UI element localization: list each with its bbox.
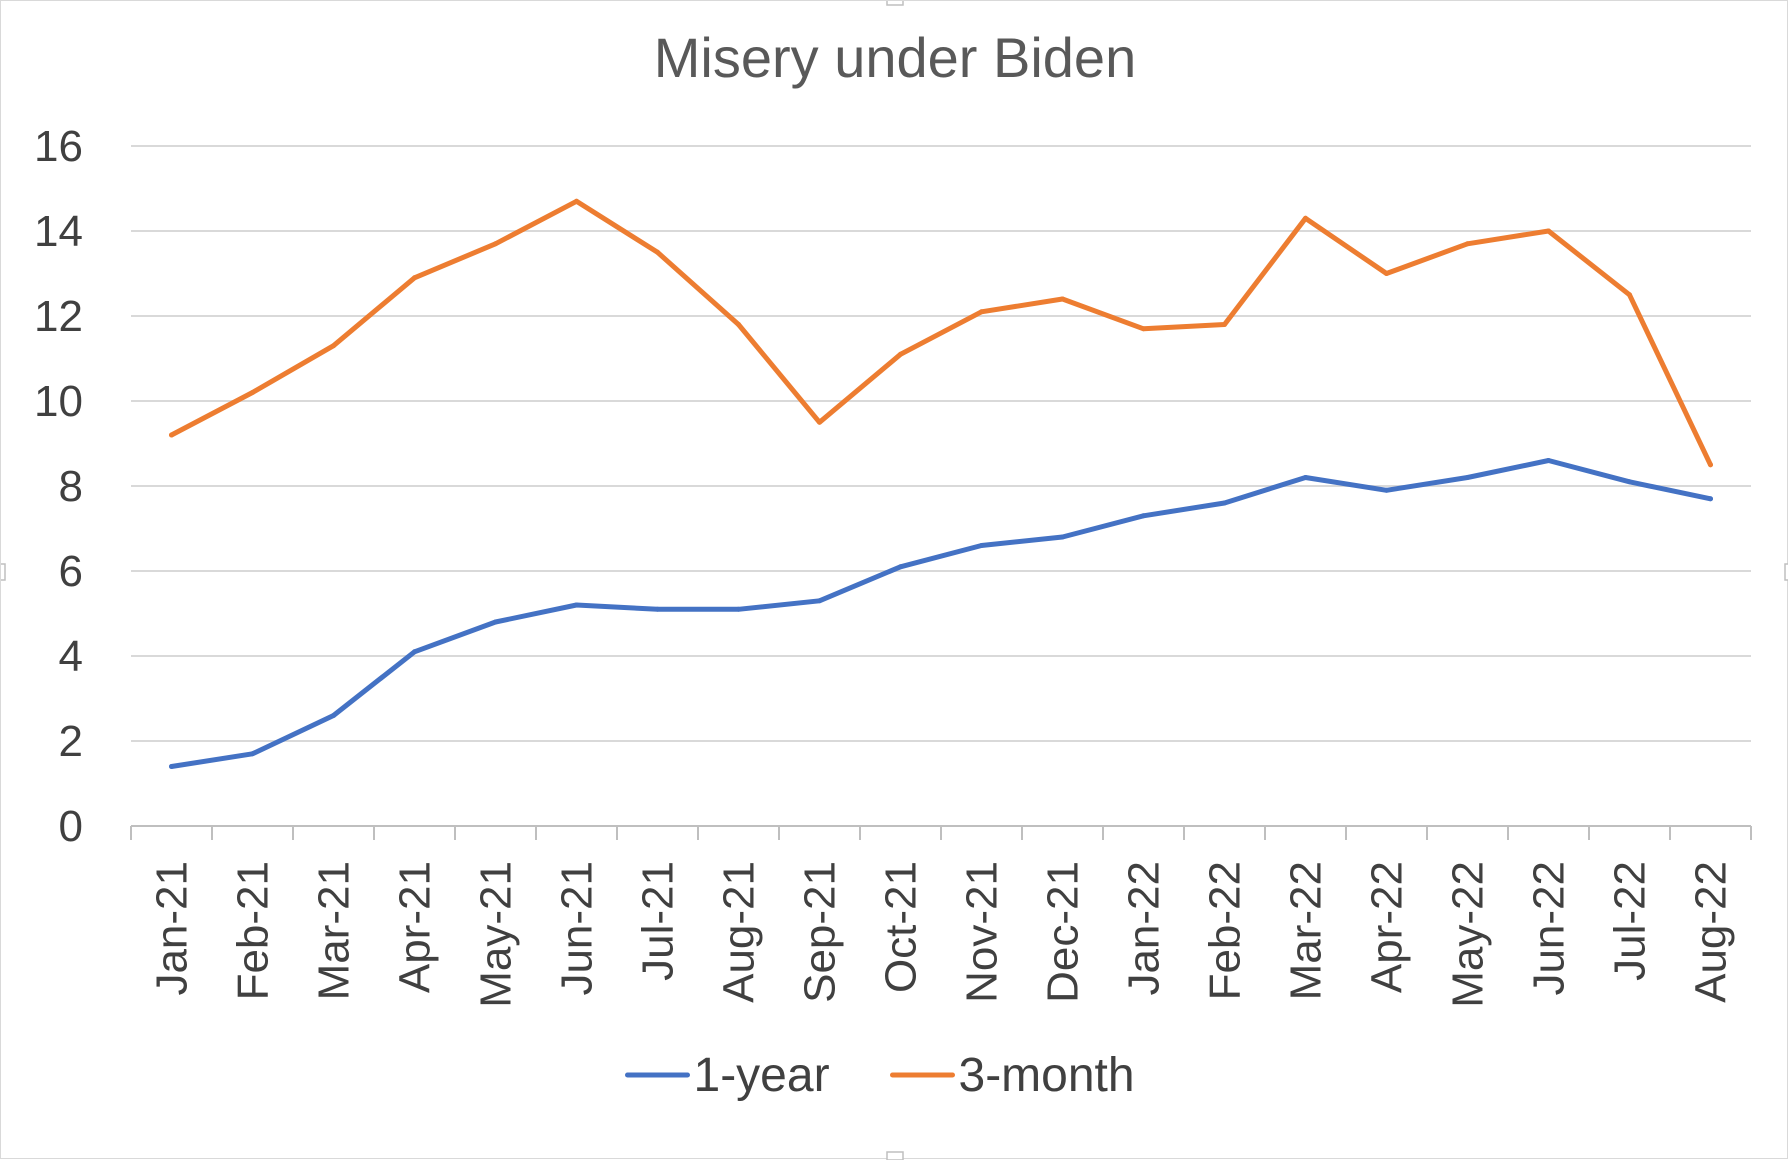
x-tick-label: Jan-21 xyxy=(148,861,197,996)
data-point-1-year xyxy=(412,649,417,655)
x-axis-tick-labels: Jan-21 Feb-21 Mar-21 Apr-21 May-21 Jun-21 Jul-… xyxy=(148,861,1736,1008)
y-tick-label: 4 xyxy=(59,632,83,681)
data-point-3-month xyxy=(1303,215,1308,221)
x-tick-label: May-22 xyxy=(1444,861,1493,1008)
chart-title: Misery under Biden xyxy=(654,26,1136,89)
x-tick-label: Jul-21 xyxy=(634,861,683,981)
data-point-3-month xyxy=(412,275,417,281)
frame-handle-right xyxy=(1784,563,1788,581)
data-point-3-month xyxy=(574,198,579,204)
legend-label: 1-year xyxy=(694,1049,830,1102)
x-axis xyxy=(130,825,1752,840)
data-point-3-month xyxy=(1141,326,1146,332)
data-point-1-year xyxy=(655,606,660,612)
data-point-1-year xyxy=(898,564,903,570)
x-tick-label: Apr-22 xyxy=(1363,861,1412,993)
x-tick-label: Feb-21 xyxy=(229,861,278,1000)
data-point-3-month xyxy=(331,343,336,349)
data-point-1-year xyxy=(1060,534,1065,540)
data-point-3-month xyxy=(1384,271,1389,276)
series-line-1-year xyxy=(169,458,1713,769)
x-tick-label: Mar-22 xyxy=(1282,861,1331,1000)
data-point-1-year xyxy=(331,713,336,718)
data-point-1-year xyxy=(1546,458,1551,463)
data-point-3-month xyxy=(1708,462,1713,468)
data-point-3-month xyxy=(1627,292,1632,298)
y-tick-label: 14 xyxy=(34,207,83,256)
y-axis-tick-labels: 0 2 4 6 8 10 12 14 16 xyxy=(34,122,83,851)
data-point-1-year xyxy=(1384,487,1389,493)
data-point-1-year xyxy=(1465,475,1470,480)
data-point-1-year xyxy=(1222,500,1227,506)
x-tick-label: Aug-22 xyxy=(1687,861,1736,1003)
y-tick-label: 0 xyxy=(59,802,83,851)
data-point-3-month xyxy=(250,390,255,395)
frame-handle-top xyxy=(886,1,904,6)
data-point-1-year xyxy=(493,619,498,625)
data-point-3-month xyxy=(655,249,660,255)
x-tick-label: Aug-21 xyxy=(715,861,764,1003)
data-point-3-month xyxy=(169,432,174,438)
x-tick-label: May-21 xyxy=(472,861,521,1008)
frame-handle-bottom xyxy=(886,1151,904,1160)
y-tick-label: 2 xyxy=(59,717,83,766)
data-point-1-year xyxy=(574,602,579,608)
data-point-3-month xyxy=(1060,296,1065,302)
x-tick-label: Feb-22 xyxy=(1201,861,1250,1000)
y-tick-label: 16 xyxy=(34,122,83,171)
data-point-3-month xyxy=(493,241,498,247)
y-tick-label: 12 xyxy=(34,292,83,341)
y-tick-label: 8 xyxy=(59,462,83,511)
series-lines xyxy=(169,198,1713,769)
x-tick-label: Mar-21 xyxy=(310,861,359,1000)
x-tick-label: Jun-21 xyxy=(553,861,602,996)
x-tick-label: Sep-21 xyxy=(796,861,845,1003)
data-point-1-year xyxy=(979,543,984,548)
x-tick-label: Jul-22 xyxy=(1606,861,1655,981)
data-point-1-year xyxy=(250,751,255,757)
data-point-1-year xyxy=(1141,513,1146,519)
data-point-3-month xyxy=(898,351,903,357)
data-point-1-year xyxy=(736,606,741,612)
y-tick-label: 10 xyxy=(34,377,83,426)
x-tick-label: Jan-22 xyxy=(1120,861,1169,996)
legend-item-3-month: 3-month xyxy=(890,1049,1135,1102)
data-point-3-month xyxy=(1222,322,1227,327)
data-point-1-year xyxy=(1708,496,1713,502)
legend: 1-year 3-month xyxy=(625,1049,1135,1102)
data-point-3-month xyxy=(817,419,822,425)
data-point-1-year xyxy=(169,764,174,769)
data-point-3-month xyxy=(1465,241,1470,247)
series-line-3-month xyxy=(169,198,1713,468)
data-point-1-year xyxy=(1303,475,1308,480)
legend-label: 3-month xyxy=(959,1049,1135,1102)
x-tick-label: Apr-21 xyxy=(391,861,440,993)
frame-handle-left xyxy=(1,563,6,581)
x-tick-label: Oct-21 xyxy=(877,861,926,993)
data-point-1-year xyxy=(817,598,822,604)
x-tick-label: Jun-22 xyxy=(1525,861,1574,996)
data-point-3-month xyxy=(979,309,984,315)
y-tick-label: 6 xyxy=(59,547,83,596)
data-point-1-year xyxy=(1627,479,1632,485)
x-tick-label: Nov-21 xyxy=(958,861,1007,1003)
data-point-3-month xyxy=(1546,228,1551,234)
legend-item-1-year: 1-year xyxy=(625,1049,830,1102)
data-point-3-month xyxy=(736,322,741,327)
gridlines xyxy=(131,145,1751,742)
x-tick-label: Dec-21 xyxy=(1039,861,1088,1003)
